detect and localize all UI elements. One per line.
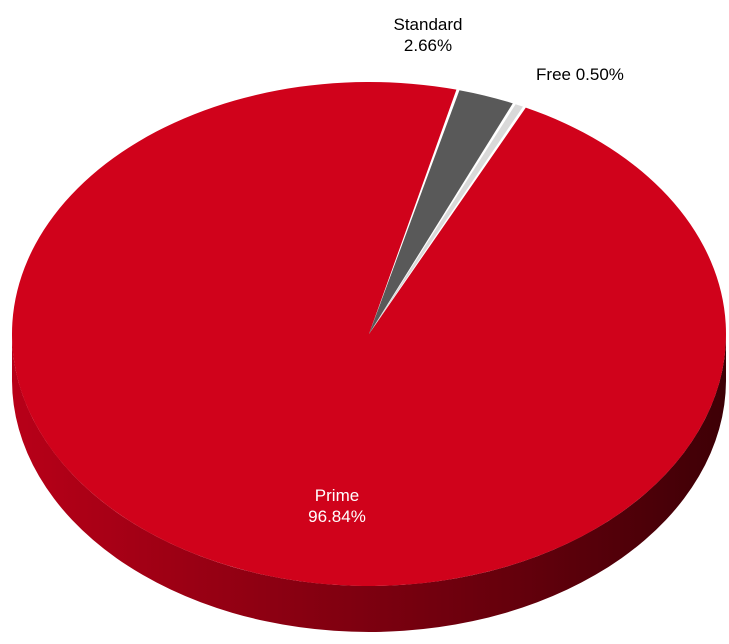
pie-slice-standard <box>369 90 513 334</box>
pie-side-wall-prime <box>12 334 726 632</box>
pie-label-free: Free 0.50% <box>536 65 624 84</box>
pie-sides <box>12 334 726 632</box>
pie-label-standard: Standard 2.66% <box>394 15 463 55</box>
pie-slices <box>11 82 726 586</box>
pie-slice-free <box>369 104 523 334</box>
pie-label-prime: Prime 96.84% <box>308 486 366 526</box>
pie-labels: Free 0.50% Prime 96.84% Standard 2.66% <box>308 15 624 526</box>
